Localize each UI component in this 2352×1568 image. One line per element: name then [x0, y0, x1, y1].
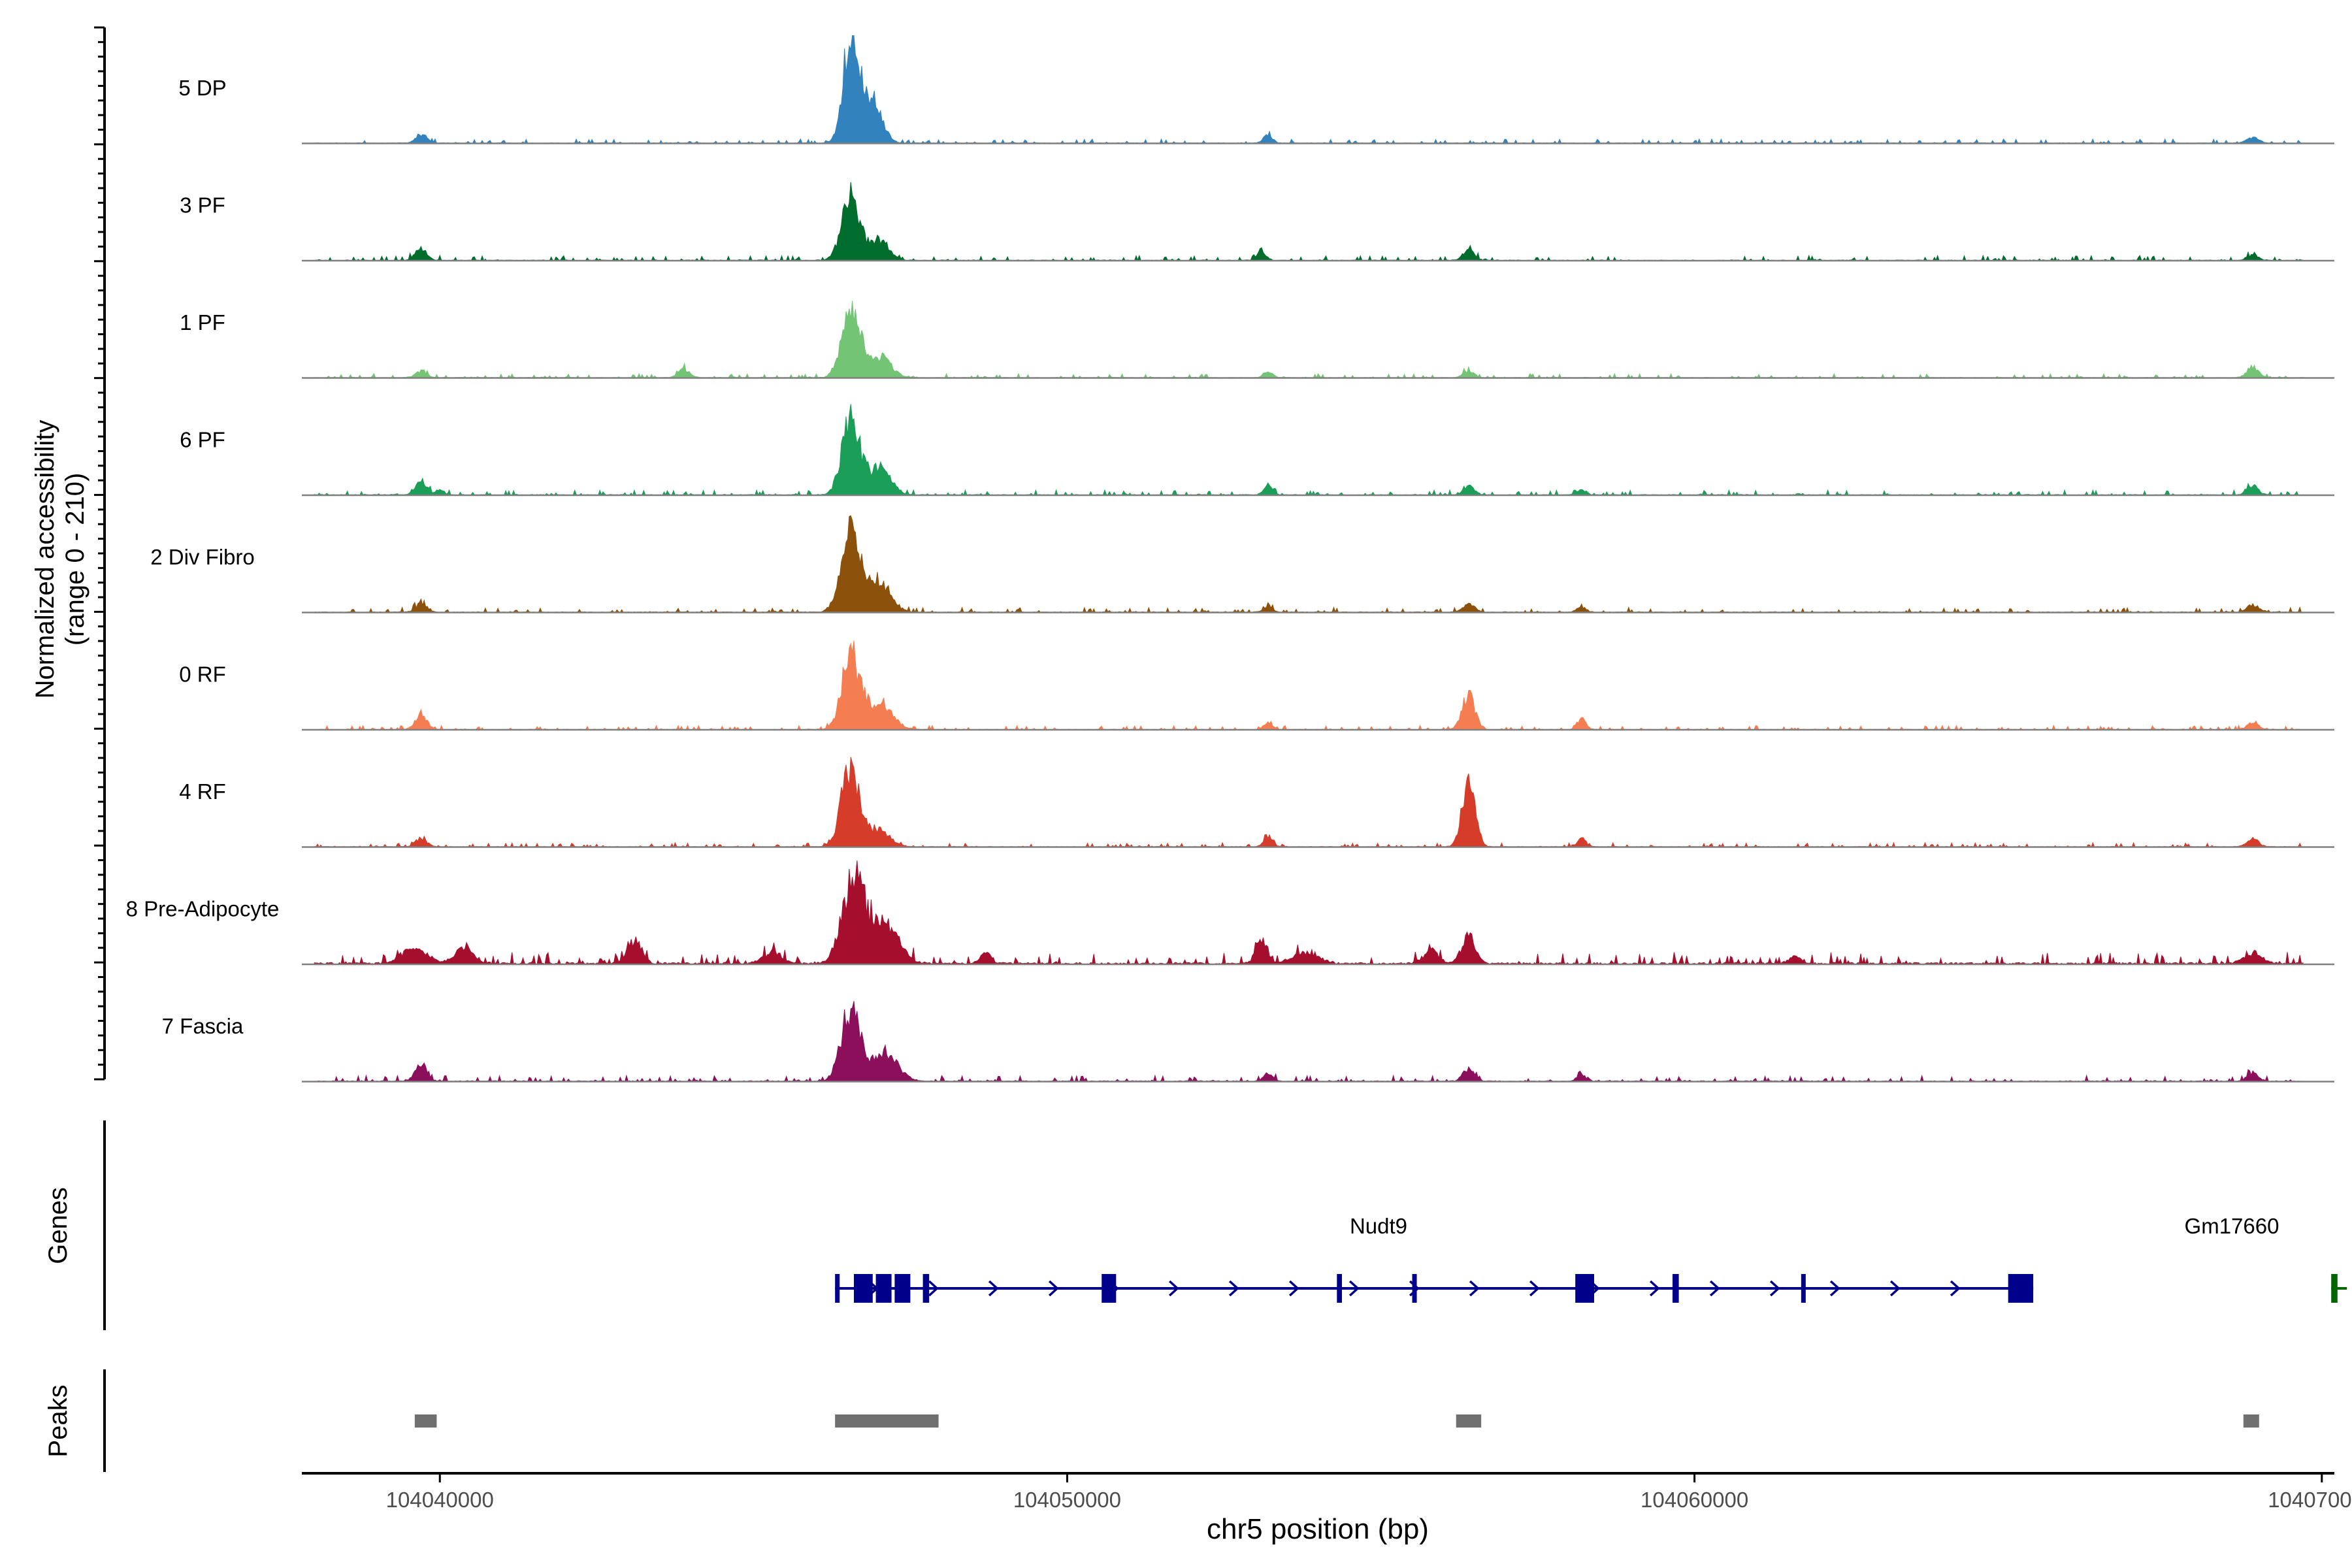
x-tick-label: 104050000 [1013, 1488, 1121, 1512]
peak-region [2243, 1414, 2259, 1428]
gene-exon [835, 1274, 840, 1303]
gene-exon [923, 1274, 930, 1303]
strand-arrow-icon [1529, 1280, 1540, 1297]
peak-region [1456, 1414, 1482, 1428]
coverage-area [314, 757, 2304, 848]
y-axis-label-line1: Normalized accessibility [31, 420, 59, 699]
track-label: 3 PF [180, 193, 225, 218]
track-label: 7 Fascia [162, 1014, 244, 1038]
strand-arrow-icon [1348, 1280, 1360, 1297]
strand-arrow-icon [1950, 1280, 1961, 1297]
genomic-x-axis: 104040000 104050000 104060000 104070000 [386, 1473, 2352, 1512]
strand-arrow-icon [1649, 1280, 1660, 1297]
gene-exon [853, 1274, 873, 1303]
track-label: 1 PF [180, 310, 225, 335]
gene-exon [1673, 1274, 1679, 1303]
gene-exon [1801, 1274, 1806, 1303]
strand-arrow-icon [988, 1280, 999, 1297]
gene-label: Nudt9 [1350, 1214, 1407, 1238]
track-5-dp: 5 DP [178, 35, 2334, 144]
coverage-tracks: 5 DP 3 PF 1 PF 6 PF 2 Div Fibro 0 RF 4 RF 8 Pre… [126, 35, 2334, 1083]
track-label: 4 RF [179, 779, 226, 804]
strand-arrow-icon [1829, 1280, 1840, 1297]
coverage-area [314, 640, 2304, 730]
gene-exon [1337, 1274, 1342, 1303]
x-tick-label: 104040000 [386, 1488, 494, 1512]
track-4-rf: 4 RF [179, 757, 2334, 848]
coverage-area [314, 860, 2304, 966]
coverage-area [314, 301, 2304, 379]
track-8-pre-adipocyte: 8 Pre-Adipocyte [126, 860, 2334, 966]
coverage-area [314, 182, 2304, 262]
x-axis-label: chr5 position (bp) [1207, 1513, 1429, 1545]
coverage-area [314, 515, 2304, 613]
coverage-area [314, 35, 2304, 144]
gene-gm17660: Gm17660 [2185, 1214, 2347, 1303]
gene-exon [894, 1274, 911, 1303]
track-label: 8 Pre-Adipocyte [126, 897, 280, 921]
accessibility-y-axis [94, 26, 106, 1081]
peak-region-track [414, 1414, 2259, 1428]
x-tick-label: 104060000 [1641, 1488, 1748, 1512]
coverage-area [314, 404, 2304, 497]
peak-region [835, 1414, 939, 1428]
genes-label: Genes [44, 1187, 73, 1264]
x-tick-label: 104070000 [2268, 1488, 2352, 1512]
strand-arrow-icon [1288, 1280, 1299, 1297]
track-label: 0 RF [179, 662, 226, 687]
y-axis-label-line2: (range 0 - 210) [61, 473, 90, 646]
strand-arrow-icon [1769, 1280, 1780, 1297]
gene-exon [1575, 1274, 1594, 1303]
gene-annotation-track: Nudt9 Gm17660 [835, 1214, 2347, 1303]
peak-region [414, 1414, 437, 1428]
gene-label: Gm17660 [2185, 1214, 2279, 1238]
track-1-pf: 1 PF [180, 301, 2334, 379]
strand-arrow-icon [928, 1280, 939, 1297]
strand-arrow-icon [1048, 1280, 1059, 1297]
track-label: 2 Div Fibro [150, 545, 255, 569]
track-0-rf: 0 RF [179, 640, 2334, 731]
strand-arrow-icon [1168, 1280, 1179, 1297]
gene-exon [875, 1274, 892, 1303]
coverage-area [314, 1001, 2304, 1083]
strand-arrow-icon [1709, 1280, 1720, 1297]
strand-arrow-icon [1889, 1280, 1901, 1297]
gene-exon [1412, 1274, 1417, 1303]
track-6-pf: 6 PF [180, 404, 2334, 497]
track-label: 6 PF [180, 428, 225, 452]
track-7-fascia: 7 Fascia [162, 1001, 2334, 1083]
gene-exon [2008, 1274, 2034, 1303]
strand-arrow-icon [1228, 1280, 1239, 1297]
gene-exon [1102, 1274, 1117, 1303]
gene-nudt9: Nudt9 [835, 1214, 2034, 1303]
track-3-pf: 3 PF [180, 182, 2334, 262]
peaks-label: Peaks [44, 1384, 73, 1457]
track-2-div-fibro: 2 Div Fibro [150, 515, 2334, 613]
track-label: 5 DP [178, 76, 226, 100]
gene-exon [2331, 1274, 2338, 1303]
strand-arrow-icon [1469, 1280, 1480, 1297]
